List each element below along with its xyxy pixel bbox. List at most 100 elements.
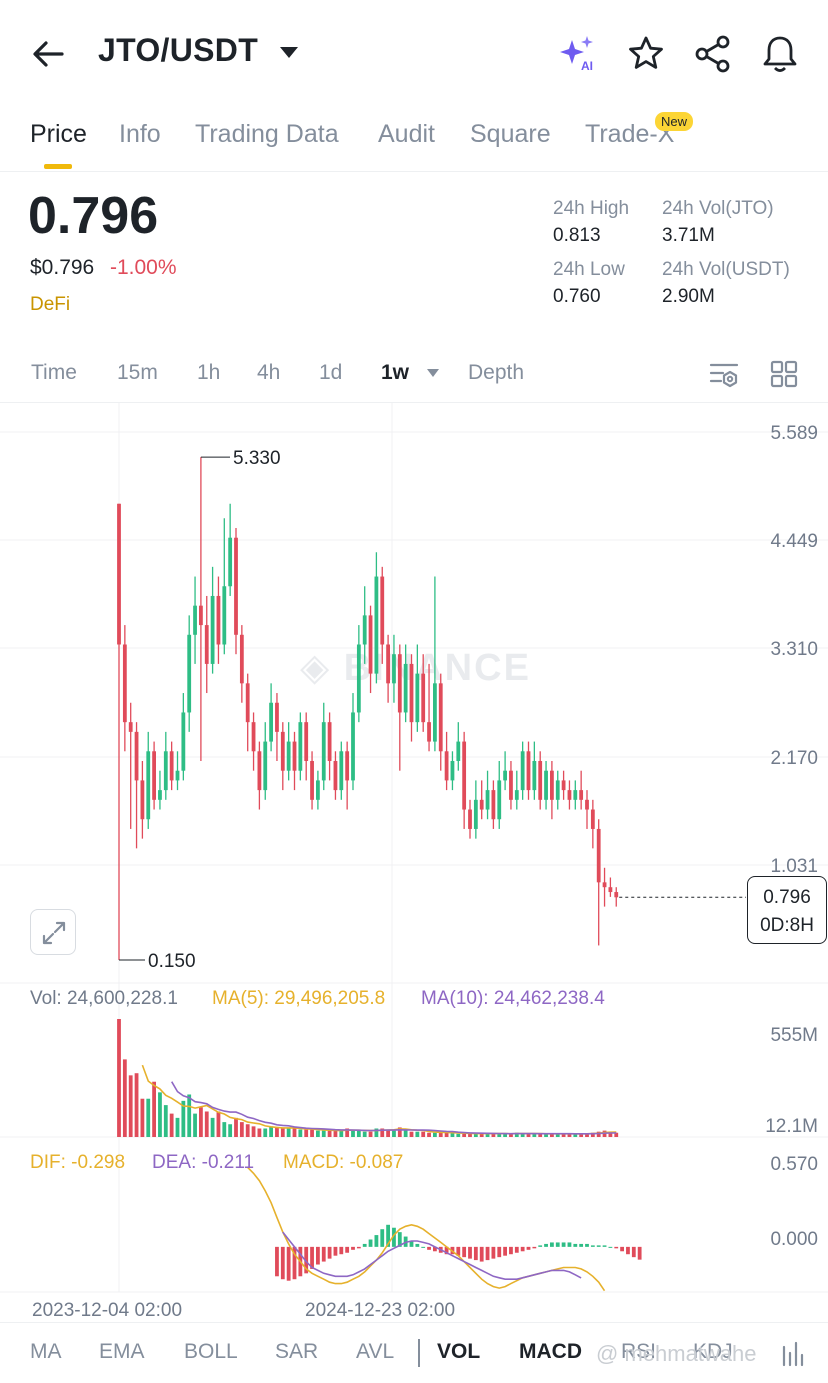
ai-sparkle-icon[interactable]: AI	[556, 32, 600, 76]
candle-body	[304, 722, 309, 761]
ind-tab-sar[interactable]: SAR	[275, 1340, 319, 1363]
ind-tab-vol[interactable]: VOL	[437, 1340, 481, 1363]
pair-title[interactable]: JTO/USDT	[98, 32, 259, 68]
candle-body	[286, 741, 291, 771]
candle-body	[567, 790, 572, 800]
usd-price: $0.796	[30, 256, 95, 279]
volume-bar	[456, 1133, 461, 1137]
macd-axis-label: 0.000	[770, 1229, 818, 1250]
macd-hist-bar	[509, 1246, 513, 1255]
tf-1d[interactable]: 1d	[319, 361, 343, 384]
tf-1w[interactable]: 1w	[381, 361, 410, 384]
candle-body	[403, 663, 408, 713]
candle-body	[169, 751, 174, 781]
volume-bar	[351, 1130, 355, 1137]
tf-depth[interactable]: Depth	[468, 361, 525, 384]
tab-separator	[418, 1339, 420, 1367]
candle-body	[316, 780, 320, 800]
candle-body	[473, 799, 478, 829]
candle-body	[140, 780, 145, 820]
volume-bar	[362, 1131, 367, 1137]
volume-bar	[415, 1131, 420, 1137]
candle-body	[199, 605, 203, 626]
volume-bar	[468, 1133, 472, 1137]
volume-bar	[438, 1132, 443, 1137]
tab-audit[interactable]: Audit	[378, 120, 435, 148]
low-label: 24h Low	[553, 259, 625, 280]
chart-settings-icon[interactable]	[708, 358, 740, 390]
volume-bar	[158, 1092, 162, 1137]
volume-bar	[216, 1111, 221, 1137]
tab-trading-data[interactable]: Trading Data	[195, 120, 339, 148]
ind-tab-ema[interactable]: EMA	[99, 1340, 145, 1363]
volume-bar	[427, 1132, 431, 1137]
back-arrow-icon[interactable]	[28, 34, 68, 74]
macd-hist-bar	[620, 1246, 624, 1252]
ind-tab-avl[interactable]: AVL	[356, 1340, 395, 1363]
volume-bar	[590, 1132, 595, 1137]
tf-4h[interactable]: 4h	[257, 361, 281, 384]
price-axis-label: 3.310	[770, 639, 818, 660]
volume-bar	[199, 1107, 203, 1137]
time-axis: 2023-12-04 02:00 2024-12-23 02:00	[32, 1300, 455, 1321]
volume-bar	[462, 1133, 467, 1137]
macd-hist-bar	[473, 1246, 478, 1261]
candles: 5.330 0.150	[117, 448, 746, 972]
ind-tab-boll[interactable]: BOLL	[184, 1340, 238, 1363]
share-icon[interactable]	[691, 32, 735, 76]
candle-body	[356, 644, 361, 713]
macd-hist-bar	[585, 1243, 589, 1247]
macd-hist-bar	[280, 1246, 285, 1280]
macd-hist-bar	[362, 1243, 367, 1247]
layout-grid-icon[interactable]	[768, 358, 800, 390]
tf-1h[interactable]: 1h	[197, 361, 221, 384]
volume-bar	[163, 1105, 168, 1137]
tf-15m[interactable]: 15m	[117, 361, 158, 384]
volume-bar	[380, 1128, 385, 1137]
macd-label: MACD: -0.087	[283, 1152, 404, 1173]
bell-icon[interactable]	[758, 32, 802, 76]
time-axis-label: 2023-12-04 02:00	[32, 1300, 182, 1321]
candle-body	[275, 702, 279, 732]
candle-body	[614, 892, 619, 898]
ind-tab-macd[interactable]: MACD	[519, 1340, 582, 1363]
macd-axis-label: 0.570	[770, 1154, 818, 1175]
candle-body	[239, 634, 244, 684]
tab-price[interactable]: Price	[30, 120, 87, 148]
tf-time[interactable]: Time	[31, 361, 77, 384]
macd-hist-bar	[514, 1246, 519, 1253]
macd-hist-bar	[590, 1245, 595, 1247]
candle-body	[117, 503, 121, 645]
ind-tab-ma[interactable]: MA	[30, 1340, 62, 1363]
candle-body	[380, 576, 385, 645]
category-tag[interactable]: DeFi	[30, 294, 71, 315]
candle-body	[550, 770, 554, 800]
volume-panel: 555M 12.1M	[117, 1019, 818, 1137]
macd-hist-bar	[345, 1246, 350, 1253]
ind-tab-rsi[interactable]: RSI	[621, 1340, 657, 1363]
macd-hist-bar	[374, 1235, 379, 1247]
volume-bar	[567, 1133, 572, 1137]
chevron-down-icon[interactable]	[278, 44, 300, 62]
star-icon[interactable]	[624, 32, 668, 76]
current-price-label: 0.796	[763, 887, 811, 908]
volume-bar	[561, 1133, 566, 1137]
attribution-watermark: @ mehmatwahe	[596, 1341, 757, 1366]
ind-tab-kdj[interactable]: KDJ	[693, 1340, 733, 1363]
macd-hist-bar	[637, 1246, 642, 1260]
tf-chevron-down-icon[interactable]	[426, 368, 440, 378]
tab-info[interactable]: Info	[119, 120, 161, 148]
more-indicators-icon[interactable]	[778, 1337, 812, 1371]
candle-body	[555, 780, 560, 800]
expand-chart-button[interactable]	[30, 909, 76, 955]
tab-square[interactable]: Square	[470, 120, 551, 148]
volume-bar	[392, 1130, 396, 1137]
kline-chart[interactable]: 5.330 0.150 5.589 4.449 3.310 2.170 1.031 555…	[0, 403, 828, 1321]
macd-hist-bar	[421, 1246, 426, 1248]
volume-bar	[397, 1127, 402, 1137]
macd-hist-bar	[316, 1246, 320, 1265]
macd-hist-bar	[538, 1245, 543, 1247]
macd-hist-bar	[444, 1246, 449, 1255]
volume-bar	[257, 1128, 262, 1137]
candle-body	[397, 654, 402, 713]
